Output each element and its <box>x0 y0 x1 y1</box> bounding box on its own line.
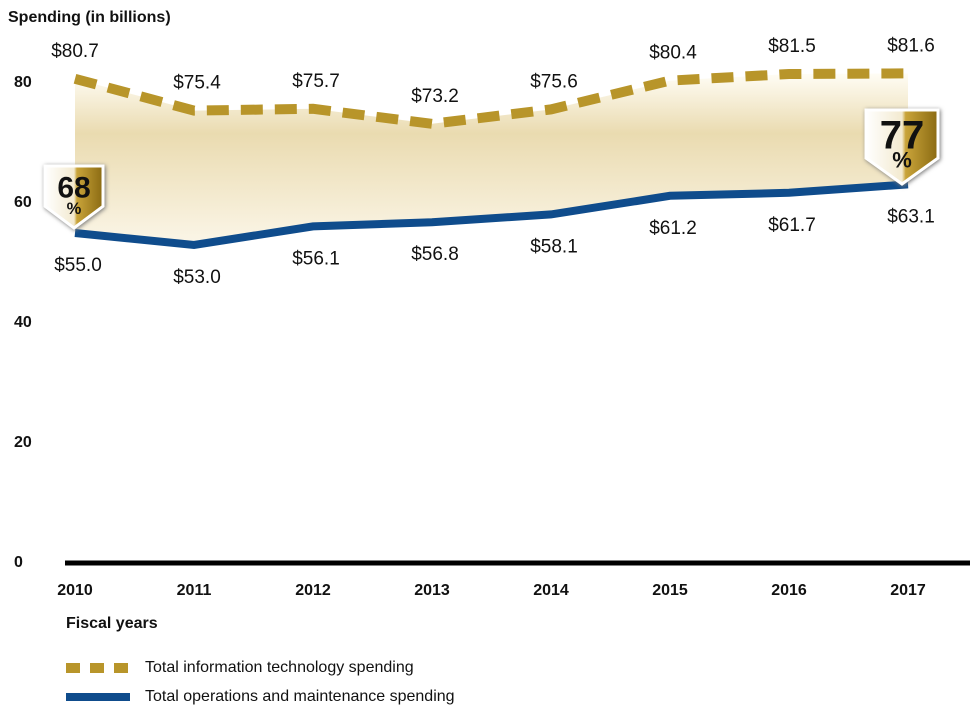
y-tick-label: 40 <box>14 314 32 331</box>
legend-label: Total information technology spending <box>145 659 414 676</box>
badge-sign: % <box>67 200 82 218</box>
badge-sign: % <box>892 148 912 173</box>
x-tick-label: 2012 <box>295 582 331 599</box>
x-tick-label: 2014 <box>533 582 569 599</box>
y-tick-label: 20 <box>14 434 32 451</box>
y-tick-label: 80 <box>14 74 32 91</box>
data-label: $56.8 <box>411 244 459 265</box>
badge: 68% <box>43 164 105 230</box>
x-axis-label: Fiscal years <box>66 615 158 632</box>
data-label: $80.7 <box>51 41 99 62</box>
x-tick-label: 2011 <box>177 582 212 599</box>
x-tick-label: 2010 <box>57 582 93 599</box>
series-line <box>74 180 909 250</box>
data-label: $75.6 <box>530 71 578 92</box>
data-label: $55.0 <box>54 255 102 276</box>
data-label: $75.7 <box>292 71 340 92</box>
data-label: $81.6 <box>887 35 935 56</box>
y-tick-label: 0 <box>14 554 23 571</box>
x-tick-label: 2013 <box>414 582 450 599</box>
data-label: $61.7 <box>768 215 816 236</box>
x-tick-label: 2017 <box>890 582 926 599</box>
badge-number: 68 <box>57 171 90 204</box>
badge-shape <box>43 164 105 230</box>
x-tick-label: 2016 <box>771 582 807 599</box>
data-label: $53.0 <box>173 267 221 288</box>
y-tick-label: 60 <box>14 194 32 211</box>
data-label: $81.5 <box>768 36 816 57</box>
series-line <box>73 68 909 129</box>
legend-label: Total operations and maintenance spendin… <box>145 688 455 705</box>
data-label: $75.4 <box>173 73 221 94</box>
y-axis-label: Spending (in billions) <box>8 9 171 26</box>
badge-number: 77 <box>880 114 925 158</box>
badge: 77% <box>864 108 940 186</box>
data-label: $63.1 <box>887 206 935 227</box>
data-label: $61.2 <box>649 218 697 239</box>
badge-shape <box>864 108 940 186</box>
band-fill <box>75 73 908 246</box>
data-label: $73.2 <box>411 86 459 107</box>
data-label: $58.1 <box>530 236 578 257</box>
data-label: $56.1 <box>292 248 340 269</box>
x-tick-label: 2015 <box>652 582 688 599</box>
data-label: $80.4 <box>649 43 697 64</box>
